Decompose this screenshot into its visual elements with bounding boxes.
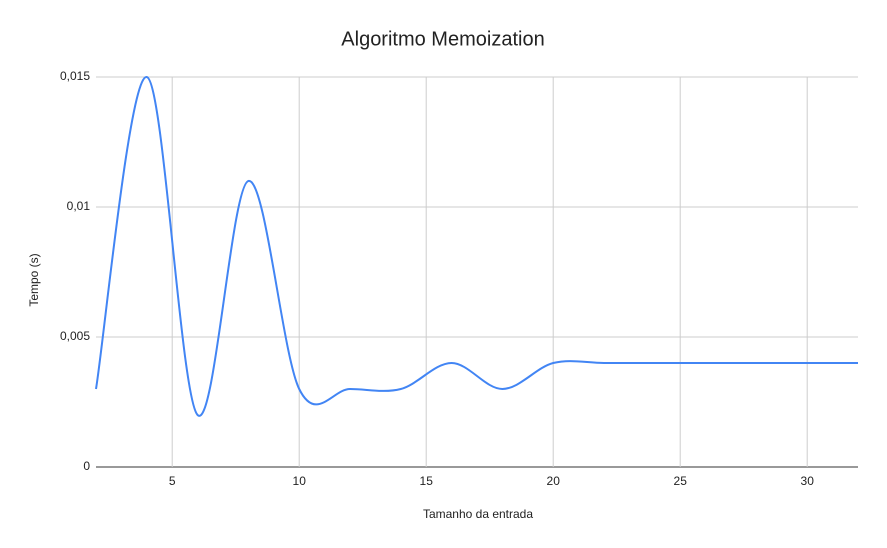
x-axis-label: Tamanho da entrada (423, 507, 533, 521)
x-tick-label: 30 (801, 474, 815, 488)
chart-title: Algoritmo Memoization (341, 28, 544, 50)
x-tick-label: 25 (674, 474, 688, 488)
x-tick-label: 20 (547, 474, 561, 488)
x-tick-label: 5 (169, 474, 176, 488)
x-tick-label: 15 (420, 474, 434, 488)
y-tick-label: 0 (83, 459, 90, 473)
x-tick-label: 10 (293, 474, 307, 488)
y-tick-label: 0,015 (60, 69, 90, 83)
y-tick-label: 0,005 (60, 329, 90, 343)
line (95, 75, 858, 417)
y-tick-label: 0,01 (67, 199, 91, 213)
y-axis-label: Tempo (s) (27, 253, 41, 306)
